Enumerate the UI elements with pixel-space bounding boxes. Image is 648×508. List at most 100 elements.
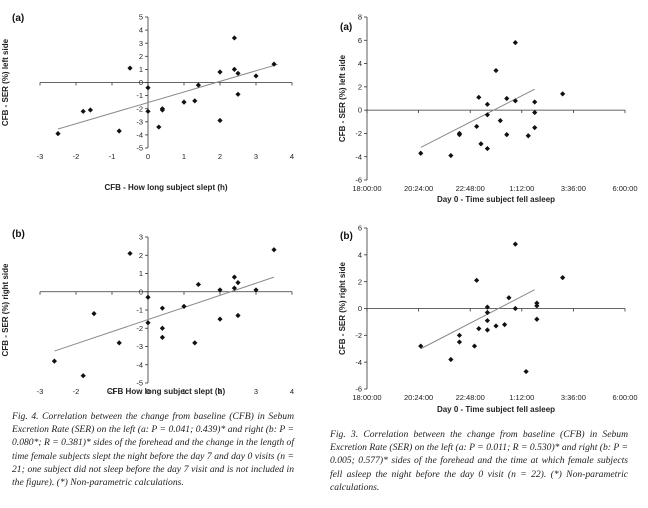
scatter-fig3b: 18:00:00 20:24:00 22:48:00 1:12:00 3:36:00 6:… xyxy=(338,224,638,414)
data-point xyxy=(192,340,198,346)
data-point xyxy=(512,40,518,46)
data-point xyxy=(271,247,277,253)
x-tick-label: 6:00:00 xyxy=(612,393,637,402)
data-point xyxy=(560,275,566,281)
y-tick-label: 6 xyxy=(358,224,362,233)
data-point xyxy=(217,117,223,124)
y-axis-title: CFB - SER (%) right side xyxy=(1,263,10,356)
y-tick-label: 4 xyxy=(358,250,362,259)
data-point xyxy=(159,106,165,112)
y-tick-label: 2 xyxy=(358,277,362,286)
y-tick-label: -3 xyxy=(136,342,143,351)
fig4-caption: Fig. 4. Correlation between the change f… xyxy=(12,411,294,489)
data-point xyxy=(534,303,540,309)
y-tick-label: 2 xyxy=(139,52,143,61)
data-point xyxy=(231,66,237,72)
data-point xyxy=(235,70,241,76)
data-point xyxy=(271,61,277,67)
data-point xyxy=(231,274,237,280)
y-tick-label: -2 xyxy=(136,104,143,113)
data-point xyxy=(471,343,478,349)
panel-label: (b) xyxy=(340,231,353,242)
y-tick-label: -5 xyxy=(136,144,143,153)
data-point xyxy=(456,332,463,338)
y-tick-label: 3 xyxy=(139,233,143,242)
trendline xyxy=(420,289,535,350)
x-tick-label: 3:36:00 xyxy=(561,184,586,193)
y-axis-title: CFB - SER (%) left side xyxy=(1,38,10,126)
y-tick-label: 6 xyxy=(358,36,362,45)
data-point xyxy=(181,303,187,309)
x-tick-label: 1 xyxy=(182,152,186,161)
data-point xyxy=(493,323,499,329)
y-tick-label: 0 xyxy=(139,78,143,87)
panel-label: (b) xyxy=(12,229,25,240)
y-axis-title: CFB - SER (%) left side xyxy=(338,54,347,142)
panel-label: (a) xyxy=(340,22,352,33)
data-point xyxy=(418,343,424,349)
x-axis-title: CFB - How long subject slept (h) xyxy=(104,183,227,192)
y-tick-label: -1 xyxy=(136,91,143,100)
fig3-caption: Fig. 3. Correlation between the change f… xyxy=(330,429,628,493)
data-point xyxy=(159,305,165,311)
data-point xyxy=(418,150,424,156)
data-point xyxy=(456,130,463,137)
x-tick-label: 1:12:00 xyxy=(509,393,534,402)
trendline xyxy=(57,63,278,130)
data-point xyxy=(484,309,490,316)
scatter-fig3a: 18:00:00 20:24:00 22:48:00 1:12:00 3:36:00 6:… xyxy=(338,13,638,204)
data-point xyxy=(253,73,259,79)
x-tick-label: 22:48:00 xyxy=(456,393,485,402)
data-point xyxy=(192,98,198,104)
panel-label: (a) xyxy=(12,13,24,24)
data-point xyxy=(91,311,97,317)
y-tick-label: -2 xyxy=(355,129,362,138)
data-point xyxy=(195,82,201,88)
data-point xyxy=(512,241,518,247)
y-tick-label: -5 xyxy=(136,379,143,388)
data-point xyxy=(506,295,512,301)
y-tick-label: -1 xyxy=(136,306,143,315)
data-point xyxy=(523,368,529,375)
data-point xyxy=(484,112,490,118)
y-tick-label: 1 xyxy=(139,269,143,278)
scatter-fig4b: -3 -2 -1 0 1 2 3 4 -5 -4 -3 -2 -1 0 1 2 3 (b) CFB How long… xyxy=(1,229,294,396)
y-tick-label: 3 xyxy=(139,39,143,48)
scatter-fig4a: -3 -2 -1 0 1 2 3 4 -5 -4 -3 -2 -1 0 1 2 3 4 5 (a) CFB - How … xyxy=(1,13,294,192)
x-tick-label: 3 xyxy=(254,152,258,161)
trendline xyxy=(54,276,275,352)
data-point xyxy=(448,356,454,363)
data-point xyxy=(560,91,566,97)
y-tick-label: 1 xyxy=(139,65,143,74)
y-tick-label: -2 xyxy=(136,324,143,333)
data-point xyxy=(159,325,165,331)
y-tick-label: -4 xyxy=(136,360,143,369)
data-point xyxy=(51,358,57,364)
y-tick-label: 0 xyxy=(358,304,362,313)
x-tick-label: 20:24:00 xyxy=(404,184,433,193)
data-point xyxy=(456,339,463,345)
data-point xyxy=(534,300,540,306)
data-point xyxy=(80,108,86,114)
x-tick-label: 18:00:00 xyxy=(352,184,381,193)
data-point xyxy=(253,287,259,293)
data-point xyxy=(127,65,133,71)
y-tick-label: 8 xyxy=(358,13,362,22)
data-point xyxy=(534,316,540,322)
data-point xyxy=(504,95,510,102)
data-point xyxy=(484,145,490,152)
y-tick-label: 0 xyxy=(358,106,362,115)
data-point xyxy=(532,109,538,116)
y-tick-label: 2 xyxy=(139,251,143,260)
data-point xyxy=(116,128,122,134)
x-tick-label: 1:12:00 xyxy=(509,184,534,193)
x-tick-label: 6:00:00 xyxy=(612,184,637,193)
data-point xyxy=(145,85,151,91)
data-point xyxy=(484,101,490,107)
data-point xyxy=(502,322,508,328)
data-point xyxy=(80,373,86,379)
y-tick-label: 2 xyxy=(358,82,362,91)
y-tick-label: 0 xyxy=(139,287,143,296)
x-tick-label: 22:48:00 xyxy=(456,184,485,193)
data-point xyxy=(217,287,223,293)
